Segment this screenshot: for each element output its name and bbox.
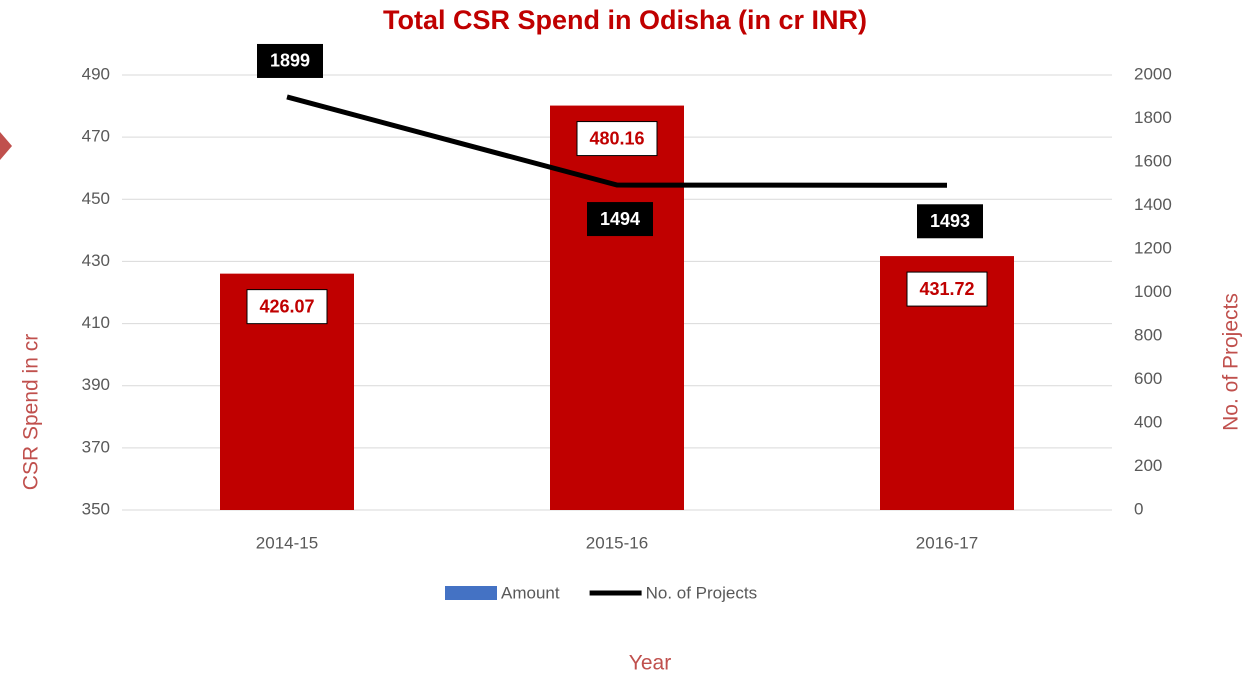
y2-tick-label: 1600 [1134, 151, 1172, 170]
legend-label: Amount [501, 583, 560, 602]
data-label: 426.07 [259, 296, 314, 316]
y2-tick-label: 0 [1134, 499, 1143, 518]
y2-tick-label: 600 [1134, 369, 1162, 388]
y-tick-label: 390 [82, 375, 110, 394]
y2-tick-label: 400 [1134, 412, 1162, 431]
data-label: 431.72 [919, 279, 974, 299]
y-tick-label: 430 [82, 251, 110, 270]
x-tick-label: 2016-17 [916, 533, 978, 552]
y2-tick-label: 1200 [1134, 238, 1172, 257]
data-label-box [257, 43, 323, 78]
y-tick-label: 490 [82, 64, 110, 83]
y2-tick-label: 1800 [1134, 108, 1172, 127]
legend-label: No. of Projects [646, 583, 758, 602]
chart-title: Total CSR Spend in Odisha (in cr INR) [383, 5, 867, 35]
data-label-box [917, 204, 983, 239]
y-tick-label: 410 [82, 313, 110, 332]
y-axis-label: CSR Spend in cr [20, 334, 43, 490]
y-tick-label: 350 [82, 499, 110, 518]
legend-swatch [445, 586, 497, 600]
bar [550, 105, 684, 511]
y2-tick-label: 1000 [1134, 282, 1172, 301]
data-label: 1899 [270, 51, 310, 71]
data-label: 1493 [930, 211, 970, 231]
line [286, 94, 948, 188]
y2-tick-label: 800 [1134, 325, 1162, 344]
x-tick-label: 2015-16 [586, 533, 648, 552]
x-axis-label: Year [629, 652, 671, 675]
data-label: 1494 [600, 209, 640, 229]
data-label-box [576, 121, 658, 157]
decoration [0, 132, 12, 160]
data-label: 480.16 [589, 128, 644, 148]
y2-tick-label: 200 [1134, 456, 1162, 475]
y-tick-label: 370 [82, 437, 110, 456]
x-tick-label: 2014-15 [256, 533, 318, 552]
y-tick-label: 450 [82, 189, 110, 208]
data-label-box [246, 289, 328, 325]
data-label-box [906, 271, 988, 307]
data-label-box [587, 202, 653, 237]
y2-tick-label: 2000 [1134, 64, 1172, 83]
y2-axis-label: No. of Projects [1220, 293, 1243, 431]
y2-tick-label: 1400 [1134, 195, 1172, 214]
y-tick-label: 470 [82, 127, 110, 146]
